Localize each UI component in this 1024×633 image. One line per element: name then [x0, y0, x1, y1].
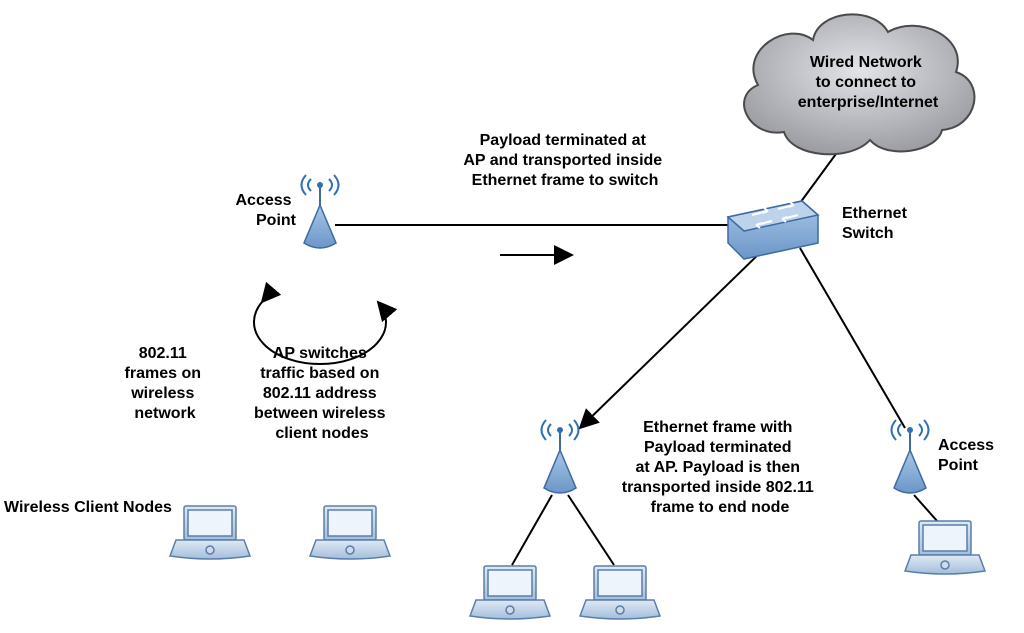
- network-diagram: Wired Network to connect to enterprise/I…: [0, 0, 1024, 633]
- cloud-wired-network: Wired Network to connect to enterprise/I…: [744, 14, 974, 154]
- laptop-icon: [580, 566, 660, 619]
- left-note-3: wireless: [130, 385, 194, 402]
- ap-note-4: between wireless: [254, 405, 386, 422]
- svg-text:Access Point: Access Point: [236, 192, 297, 229]
- right-note-5: frame to end node: [651, 499, 790, 516]
- ap-note-2: traffic based on: [260, 365, 379, 382]
- left-note-4: network: [134, 405, 195, 422]
- clients-label: Wireless Client Nodes: [4, 499, 172, 516]
- cloud-line2: to connect to: [816, 74, 917, 91]
- laptops: [170, 506, 985, 619]
- right-note-1: Ethernet frame with: [643, 419, 792, 436]
- svg-text:Ethernet Switch: Ethernet Switch: [842, 205, 911, 242]
- svg-text:Ethernet frame with Payloa: Ethernet frame with Payload terminated a…: [622, 419, 819, 516]
- ap-note-1: AP switches: [273, 345, 367, 362]
- laptop-icon: [470, 566, 550, 619]
- top-note-3: Ethernet frame to switch: [472, 172, 659, 189]
- ap-note-5: client nodes: [275, 425, 368, 442]
- ap-left-label-2: Point: [256, 212, 297, 229]
- svg-text:AP switches traffic based: AP switches traffic based on 802.11 addr…: [254, 345, 390, 442]
- svg-text:Wired Network to connect: Wired Network to connect to enterprise/I…: [798, 54, 939, 111]
- svg-text:802.11 frames on wirel: 802.11 frames on wireless network: [125, 345, 206, 422]
- ap-note-3: 802.11 address: [263, 385, 377, 402]
- left-note-2: frames on: [125, 365, 201, 382]
- laptop-icon: [905, 521, 985, 574]
- svg-text:Access Point: Access Point: [938, 437, 999, 474]
- laptop-icon: [310, 506, 390, 559]
- right-note-4: transported inside 802.11: [622, 479, 814, 496]
- access-point-left-icon: [302, 175, 339, 248]
- ethernet-switch-icon: [728, 201, 818, 259]
- right-note-3: at AP. Payload is then: [636, 459, 801, 476]
- cloud-line1: Wired Network: [810, 54, 922, 71]
- ap-left-label-1: Access: [236, 192, 292, 209]
- top-note-2: AP and transported inside: [463, 152, 662, 169]
- access-point-mid-icon: [542, 420, 579, 493]
- switch-label-2: Switch: [842, 225, 894, 242]
- svg-text:Payload terminated at AP a: Payload terminated at AP and transported…: [463, 132, 666, 189]
- left-note-1: 802.11: [139, 345, 187, 362]
- right-note-2: Payload terminated: [644, 439, 792, 456]
- top-note-1: Payload terminated at: [480, 132, 647, 149]
- cloud-line3: enterprise/Internet: [798, 94, 939, 111]
- switch-label-1: Ethernet: [842, 205, 908, 222]
- ap-right-label-1: Access: [938, 437, 994, 454]
- laptop-icon: [170, 506, 250, 559]
- access-point-right-icon: [892, 420, 929, 493]
- ap-right-label-2: Point: [938, 457, 979, 474]
